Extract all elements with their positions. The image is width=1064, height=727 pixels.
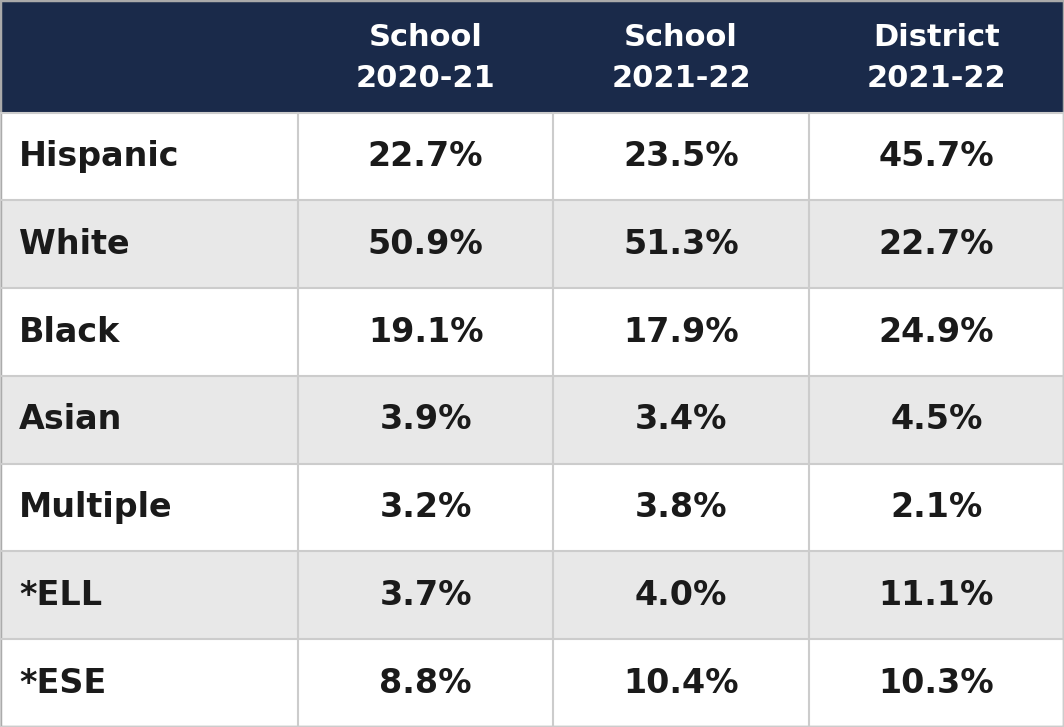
Text: 3.2%: 3.2% [380, 491, 471, 524]
Text: Black: Black [19, 316, 120, 348]
Text: 4.0%: 4.0% [635, 579, 727, 612]
Bar [0, 552, 298, 639]
Text: 2020-21: 2020-21 [355, 65, 496, 93]
Bar [809, 0, 1064, 113]
Bar [809, 201, 1064, 288]
Bar [553, 201, 809, 288]
Text: 19.1%: 19.1% [368, 316, 483, 348]
Bar [0, 0, 298, 113]
Bar [809, 376, 1064, 464]
Text: *ESE: *ESE [19, 667, 106, 699]
Bar [553, 113, 809, 201]
Bar [553, 376, 809, 464]
Text: 3.8%: 3.8% [635, 491, 727, 524]
Bar [553, 552, 809, 639]
Bar [809, 639, 1064, 727]
Text: White: White [19, 228, 130, 261]
Text: 2.1%: 2.1% [891, 491, 982, 524]
Bar [298, 201, 553, 288]
Bar [298, 288, 553, 376]
Text: School: School [368, 23, 483, 52]
Text: 50.9%: 50.9% [368, 228, 483, 261]
Text: *ELL: *ELL [19, 579, 102, 612]
Bar [553, 639, 809, 727]
Bar [0, 376, 298, 464]
Text: 22.7%: 22.7% [368, 140, 483, 173]
Bar [298, 552, 553, 639]
Text: 23.5%: 23.5% [624, 140, 738, 173]
Text: 3.4%: 3.4% [635, 403, 727, 436]
Text: 45.7%: 45.7% [879, 140, 994, 173]
Text: Hispanic: Hispanic [19, 140, 180, 173]
Bar [0, 464, 298, 552]
Text: School: School [624, 23, 738, 52]
Bar [298, 639, 553, 727]
Text: 17.9%: 17.9% [624, 316, 738, 348]
Text: Multiple: Multiple [19, 491, 172, 524]
Text: 22.7%: 22.7% [879, 228, 994, 261]
Bar [553, 0, 809, 113]
Text: 4.5%: 4.5% [891, 403, 982, 436]
Text: 11.1%: 11.1% [879, 579, 994, 612]
Text: 2021-22: 2021-22 [866, 65, 1007, 93]
Bar [298, 376, 553, 464]
Bar [809, 552, 1064, 639]
Bar [298, 464, 553, 552]
Bar [809, 288, 1064, 376]
Text: Asian: Asian [19, 403, 122, 436]
Bar [553, 464, 809, 552]
Text: 51.3%: 51.3% [624, 228, 738, 261]
Bar [0, 201, 298, 288]
Text: 8.8%: 8.8% [380, 667, 471, 699]
Text: 24.9%: 24.9% [879, 316, 994, 348]
Bar [553, 288, 809, 376]
Text: 3.9%: 3.9% [380, 403, 471, 436]
Bar [0, 113, 298, 201]
Bar [809, 464, 1064, 552]
Text: 2021-22: 2021-22 [611, 65, 751, 93]
Text: 10.4%: 10.4% [624, 667, 738, 699]
Bar [298, 113, 553, 201]
Bar [809, 113, 1064, 201]
Bar [0, 288, 298, 376]
Bar [298, 0, 553, 113]
Text: 10.3%: 10.3% [879, 667, 994, 699]
Text: 3.7%: 3.7% [380, 579, 471, 612]
Text: District: District [872, 23, 1000, 52]
Bar [0, 639, 298, 727]
